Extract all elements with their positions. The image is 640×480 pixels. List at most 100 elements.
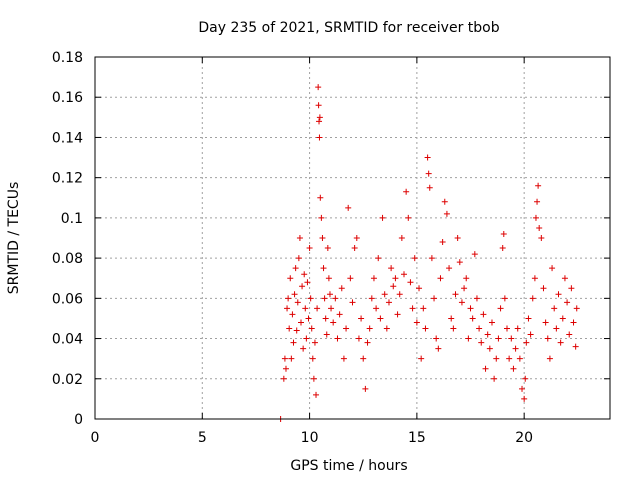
data-point (315, 102, 322, 109)
data-point (516, 355, 523, 362)
data-point (290, 339, 297, 346)
y-tick-label: 0.04 (52, 332, 83, 348)
data-point (431, 295, 438, 302)
data-point (413, 319, 420, 326)
data-point (375, 255, 382, 262)
y-axis-label: SRMTID / TECUs (6, 182, 22, 295)
data-point (454, 235, 461, 241)
data-point (351, 245, 358, 252)
data-point (564, 299, 571, 306)
data-point (336, 311, 343, 318)
data-point (292, 265, 299, 272)
data-point (500, 230, 507, 237)
data-point (325, 275, 332, 282)
data-point (484, 331, 491, 338)
data-point (355, 335, 362, 342)
data-point (308, 325, 315, 332)
data-point (368, 295, 375, 302)
y-tick-label: 0.18 (52, 50, 83, 66)
data-point (573, 305, 580, 312)
data-point (463, 275, 470, 282)
data-point (506, 355, 513, 362)
data-point (446, 265, 453, 272)
data-point (316, 114, 323, 121)
data-point (422, 325, 429, 332)
y-tick-label: 0 (74, 412, 83, 428)
data-point (319, 235, 326, 241)
data-point (424, 154, 431, 161)
x-axis-label: GPS time / hours (290, 458, 407, 474)
data-point (284, 305, 291, 312)
data-point (418, 355, 425, 362)
data-point (323, 331, 330, 338)
data-point (293, 327, 300, 334)
data-point (300, 345, 307, 352)
data-point (326, 291, 333, 298)
data-point (476, 325, 483, 332)
data-point (296, 235, 303, 241)
data-point (347, 275, 354, 282)
grid-lines (95, 57, 610, 419)
data-point (285, 295, 292, 302)
data-point (508, 335, 515, 342)
y-tick-label: 0.16 (52, 90, 83, 106)
data-point (566, 331, 573, 338)
data-point (345, 204, 352, 211)
data-point (486, 345, 493, 352)
data-point (282, 365, 289, 372)
data-point (572, 343, 579, 350)
data-point (478, 339, 485, 346)
data-point (538, 235, 545, 241)
data-point (433, 335, 440, 342)
data-point (280, 375, 287, 382)
data-point (377, 315, 384, 322)
data-point (310, 375, 317, 382)
data-point (467, 305, 474, 312)
data-point (514, 325, 521, 332)
data-point (304, 279, 311, 286)
data-point (450, 325, 457, 332)
data-point (473, 295, 480, 302)
data-points (277, 84, 580, 422)
data-point (493, 355, 500, 362)
data-point (328, 305, 335, 312)
data-point (448, 315, 455, 322)
data-point (379, 214, 386, 221)
data-point (551, 305, 558, 312)
y-tick-label: 0.12 (52, 171, 83, 187)
data-point (313, 391, 320, 398)
data-point (301, 271, 308, 278)
data-point (309, 355, 316, 362)
data-point (428, 255, 435, 262)
data-point (458, 299, 465, 306)
data-point (305, 315, 312, 322)
data-point (527, 331, 534, 338)
data-point (364, 339, 371, 346)
data-point (370, 275, 377, 282)
x-tick-label: 5 (198, 430, 207, 446)
data-point (534, 198, 541, 205)
data-point (362, 385, 369, 392)
data-point (420, 305, 427, 312)
data-point (510, 365, 517, 372)
data-point (549, 265, 556, 272)
data-point (311, 339, 318, 346)
data-point (409, 305, 416, 312)
data-point (405, 214, 412, 221)
data-point (435, 345, 442, 352)
data-point (317, 194, 324, 201)
data-point (441, 198, 448, 205)
data-point (546, 355, 553, 362)
x-tick-label: 20 (515, 430, 533, 446)
data-point (338, 285, 345, 292)
y-tick-label: 0.08 (52, 251, 83, 267)
data-point (499, 245, 506, 252)
data-point (318, 214, 325, 221)
data-point (525, 315, 532, 322)
data-point (536, 224, 543, 231)
data-point (523, 339, 530, 346)
data-point (332, 295, 339, 302)
data-point (287, 275, 294, 282)
data-point (289, 311, 296, 318)
